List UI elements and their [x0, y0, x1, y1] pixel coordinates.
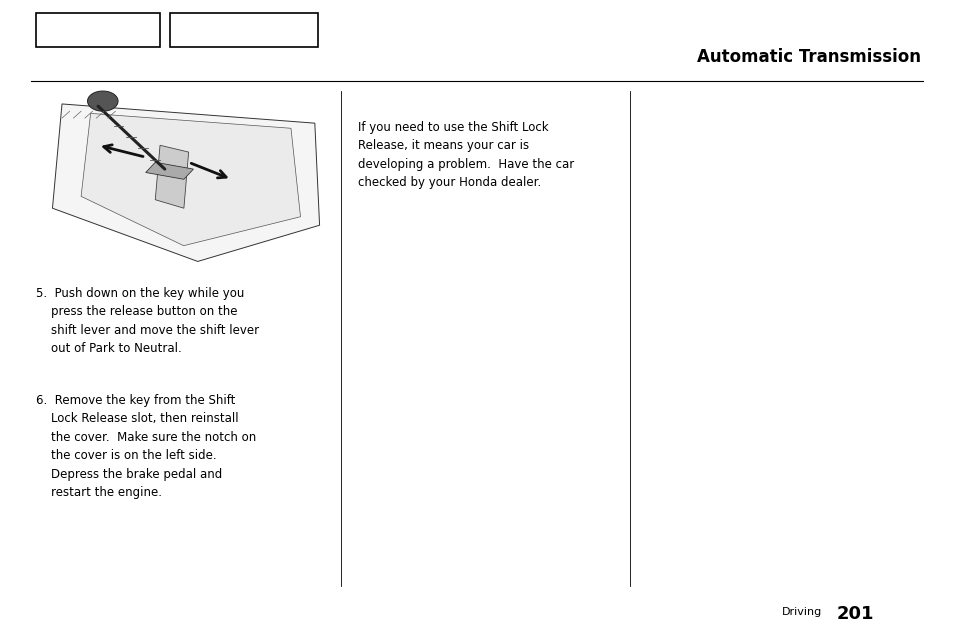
Polygon shape [81, 113, 300, 246]
Polygon shape [155, 146, 189, 208]
Circle shape [88, 91, 118, 112]
Text: If you need to use the Shift Lock
Release, it means your car is
developing a pro: If you need to use the Shift Lock Releas… [357, 121, 574, 190]
Polygon shape [146, 163, 193, 180]
Bar [170, 13, 317, 47]
Text: 5.  Push down on the key while you
    press the release button on the
    shift: 5. Push down on the key while you press … [36, 287, 259, 355]
Bar [36, 13, 160, 47]
Text: Automatic Transmission: Automatic Transmission [696, 48, 920, 66]
Text: Driving: Driving [781, 607, 821, 617]
Text: 201: 201 [836, 605, 873, 622]
Text: 6.  Remove the key from the Shift
    Lock Release slot, then reinstall
    the : 6. Remove the key from the Shift Lock Re… [36, 394, 256, 499]
Polygon shape [52, 104, 319, 261]
